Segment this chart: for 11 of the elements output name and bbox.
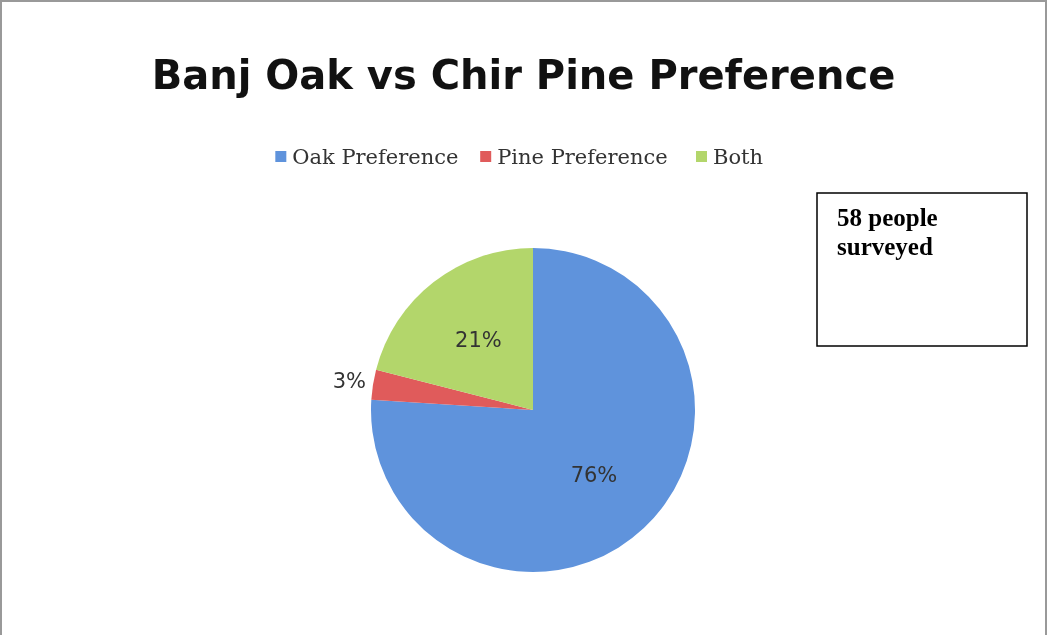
chart-title: Banj Oak vs Chir Pine Preference [151, 52, 896, 98]
pie-slice [371, 248, 695, 572]
legend-label: Pine Preference [497, 145, 668, 169]
pie-slice [376, 248, 533, 410]
legend-label: Oak Preference [292, 145, 459, 169]
data-label: 76% [570, 462, 618, 487]
pie-slice [371, 369, 533, 410]
text: 58 people surveyed [837, 204, 938, 260]
data-label: 3% [332, 368, 366, 393]
legend-label: Both [713, 145, 764, 169]
data-label: 21% [455, 327, 502, 352]
